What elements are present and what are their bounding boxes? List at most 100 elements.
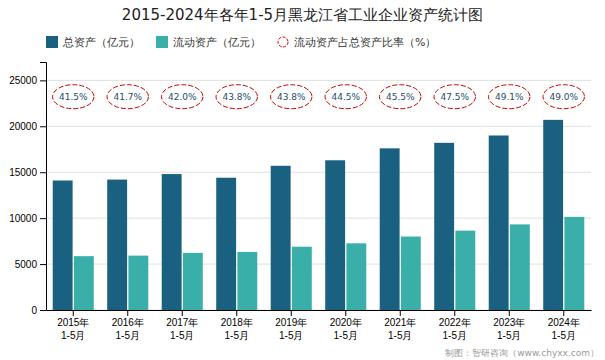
ratio-label: 43.8% <box>222 92 251 102</box>
x-tick-label: 2016年 1-5月 <box>112 317 144 341</box>
ratio-label: 44.5% <box>331 92 360 102</box>
x-tick-mark <box>291 310 292 316</box>
x-tick-label-line: 2017年 <box>166 317 198 328</box>
x-tick-label: 2022年 1-5月 <box>439 317 471 341</box>
ratio-label: 42.0% <box>168 92 197 102</box>
y-tick-label: 25000 <box>9 75 37 86</box>
grid-line <box>46 218 591 219</box>
y-tick-label: 0 <box>31 305 37 316</box>
x-tick: 2022年 1-5月 <box>439 310 471 341</box>
y-tick: 20000 <box>9 121 46 132</box>
x-tick-label: 2023年 1-5月 <box>493 317 525 341</box>
x-tick-label: 2021年1-5月 <box>384 317 416 341</box>
bar <box>489 135 509 310</box>
y-axis-line <box>40 63 47 311</box>
x-tick-mark <box>236 310 237 316</box>
x-tick-label-line: 1-5月 <box>497 330 521 341</box>
x-tick: 2015年 1-5月 <box>57 310 89 341</box>
x-tick-label: 2018年1-5月 <box>221 317 253 341</box>
x-tick-label: 2017年 1-5月 <box>166 317 198 341</box>
x-tick-label: 2020年 1-5月 <box>330 317 362 341</box>
legend-item: 总资产（亿元） <box>46 36 140 49</box>
x-tick: 2023年 1-5月 <box>493 310 525 341</box>
bar <box>128 256 148 310</box>
y-tick: 5000 <box>15 259 46 270</box>
legend-swatch <box>46 36 58 48</box>
y-tick: 0 <box>31 305 46 316</box>
x-tick-label-line: 1-5月 <box>116 330 140 341</box>
ratio-label: 41.5% <box>59 92 88 102</box>
x-tick-mark <box>400 310 401 316</box>
bar <box>107 180 127 310</box>
bar <box>292 247 312 310</box>
bar <box>455 231 475 310</box>
legend-swatch <box>156 36 168 48</box>
ratio-ellipse <box>216 85 257 109</box>
x-tick-label-line: 1-5月 <box>61 330 85 341</box>
y-axis: 0500010000150002000025000 <box>9 63 46 316</box>
x-tick-label: 2019年1-5月 <box>275 317 307 341</box>
y-tick-label: 15000 <box>9 167 37 178</box>
bar <box>346 243 366 310</box>
ratio-label: 49.1% <box>495 92 524 102</box>
x-tick: 2019年1-5月 <box>275 310 307 341</box>
ratio-ellipse <box>325 85 366 109</box>
x-axis: 2015年1-5月2016年1-5月2017年1-5月2018年1-5月2019… <box>47 310 592 341</box>
x-tick: 2021年1-5月 <box>384 310 416 341</box>
bar <box>53 180 73 310</box>
grid-line <box>46 264 591 265</box>
legend-label: 流动资产（亿元） <box>173 36 261 49</box>
x-tick-label-line: 1-5月 <box>388 330 412 341</box>
ratio-labels: 41.5%41.7%42.0%43.8%43.8%44.5%45.5%47.5%… <box>59 92 579 102</box>
x-tick-mark <box>563 310 564 316</box>
bar <box>271 166 291 310</box>
ratio-label: 43.8% <box>277 92 306 102</box>
bar <box>510 224 530 310</box>
ratio-ellipse <box>543 85 584 109</box>
legend-item: 流动资产（亿元） <box>156 36 261 49</box>
x-tick-mark <box>182 310 183 316</box>
x-tick: 2018年1-5月 <box>221 310 253 341</box>
ratio-label: 49.0% <box>549 92 578 102</box>
x-tick-label-line: 2020年 <box>330 317 362 328</box>
grid-line <box>46 172 591 173</box>
bar <box>237 252 257 310</box>
y-tick-mark <box>40 80 46 81</box>
ratio-ellipse <box>53 85 94 109</box>
x-tick-label-line: 1-5月 <box>334 330 358 341</box>
y-tick-mark <box>40 218 46 219</box>
x-tick-label-line: 1-5月 <box>225 330 249 341</box>
y-tick-mark <box>40 126 46 127</box>
ratio-ellipse <box>489 85 530 109</box>
ratio-label: 41.7% <box>113 92 142 102</box>
x-tick-mark <box>454 310 455 316</box>
x-tick-label: 2015年 1-5月 <box>57 317 89 341</box>
legend-swatch <box>278 37 288 47</box>
y-tick-label: 5000 <box>15 259 38 270</box>
x-tick-mark <box>127 310 128 316</box>
bar <box>543 120 563 310</box>
bar <box>216 178 236 310</box>
bar <box>183 253 203 310</box>
y-tick-mark <box>40 310 46 311</box>
x-tick-label-line: 1-5月 <box>443 330 467 341</box>
x-tick-label-line: 2022年 <box>439 317 471 328</box>
grid-line <box>46 80 591 81</box>
y-tick: 25000 <box>9 75 46 86</box>
x-tick-label-line: 2015年 <box>57 317 89 328</box>
bar <box>380 148 400 310</box>
x-tick-label-line: 2023年 <box>493 317 525 328</box>
marks <box>53 85 585 310</box>
x-tick-label-line: 1-5月 <box>170 330 194 341</box>
watermark: 制图：智研咨询（www.chyxx.com） <box>445 348 599 358</box>
ratio-ellipse <box>162 85 203 109</box>
ratio-ellipse <box>271 85 312 109</box>
grid-line <box>46 126 591 127</box>
bar <box>564 217 584 310</box>
bar-series <box>74 217 584 310</box>
y-tick-mark <box>40 264 46 265</box>
x-tick-mark <box>345 310 346 316</box>
ratio-label: 45.5% <box>386 92 415 102</box>
x-tick-label-line: 2016年 <box>112 317 144 328</box>
bar-series <box>53 120 563 310</box>
